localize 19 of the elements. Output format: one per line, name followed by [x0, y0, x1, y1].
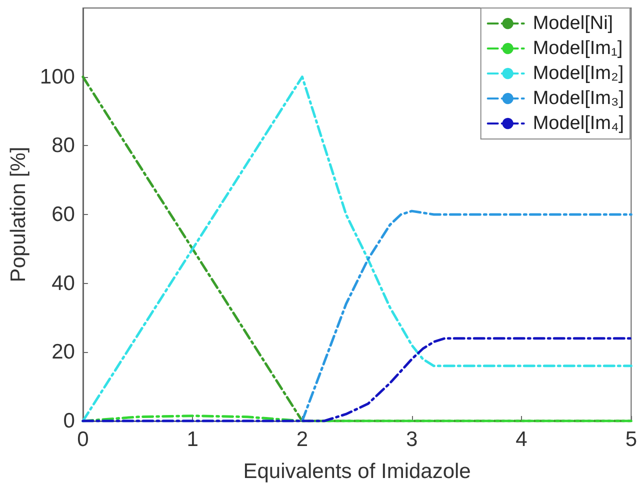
x-tick-label: 3	[406, 428, 418, 451]
y-axis-title: Population [%]	[7, 146, 30, 282]
legend-label: Model[Im₁]	[532, 38, 623, 59]
x-tick-label: 1	[186, 428, 198, 451]
x-tick-label: 2	[296, 428, 308, 451]
x-tick-label: 5	[625, 428, 638, 451]
legend-label: Model[Ni]	[532, 13, 614, 34]
y-tick-label: 40	[52, 272, 75, 295]
x-tick-label: 0	[77, 428, 89, 451]
x-axis-title: Equivalents of Imidazole	[243, 460, 471, 483]
legend-label: Model[Im₃]	[532, 88, 624, 109]
y-tick-label: 80	[52, 134, 75, 158]
y-tick-label: 20	[52, 340, 75, 364]
y-tick-label: 100	[40, 65, 75, 88]
x-tick-label: 4	[516, 428, 528, 451]
y-tick-label: 60	[52, 203, 75, 226]
legend-label: Model[Im₄]	[532, 113, 624, 134]
y-tick-label: 0	[63, 410, 75, 432]
legend-label: Model[Im₂]	[532, 63, 624, 84]
